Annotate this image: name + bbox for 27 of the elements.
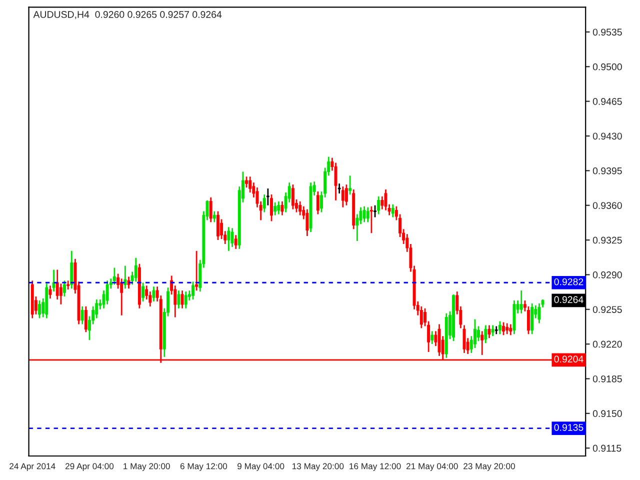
x-tick-label: 6 May 12:00 xyxy=(180,463,228,471)
y-tick-label: 0.9500 xyxy=(592,63,622,70)
ref-line-label: 0.9282 xyxy=(554,278,584,286)
y-tick-label: 0.9360 xyxy=(592,202,622,209)
x-tick-label: 24 Apr 2014 xyxy=(10,463,56,471)
y-tick-label: 0.9325 xyxy=(592,236,622,244)
y-tick-label: 0.9290 xyxy=(592,271,622,278)
y-tick-label: 0.9220 xyxy=(592,340,622,348)
ref-line-label: 0.9204 xyxy=(554,356,584,363)
x-tick-label: 29 Apr 04:00 xyxy=(65,463,114,471)
x-tick-label: 1 May 20:00 xyxy=(124,463,170,471)
y-tick-label: 0.9535 xyxy=(592,28,622,36)
y-tick-label: 0.9185 xyxy=(592,375,622,382)
y-tick-label: 0.9395 xyxy=(592,167,622,174)
x-tick-label: 9 May 04:00 xyxy=(238,463,284,471)
y-tick-label: 0.9255 xyxy=(592,306,622,313)
y-tick-label: 0.9430 xyxy=(592,132,622,140)
y-tick-label: 0.9465 xyxy=(592,98,622,105)
ref-line-label: 0.9135 xyxy=(554,424,584,431)
x-tick-label: 13 May 20:00 xyxy=(292,463,344,471)
text: 0.9264 xyxy=(554,296,584,304)
y-tick-label: 0.9115 xyxy=(592,444,622,452)
chart-title: AUDUSD,H4 0.9260 0.9265 0.9257 0.9264 xyxy=(33,11,222,20)
x-tick-label: 16 May 12:00 xyxy=(350,463,401,471)
x-tick-label: 23 May 20:00 xyxy=(464,463,515,471)
x-tick-label: 21 May 04:00 xyxy=(406,463,458,471)
y-tick-label: 0.9150 xyxy=(592,410,622,418)
